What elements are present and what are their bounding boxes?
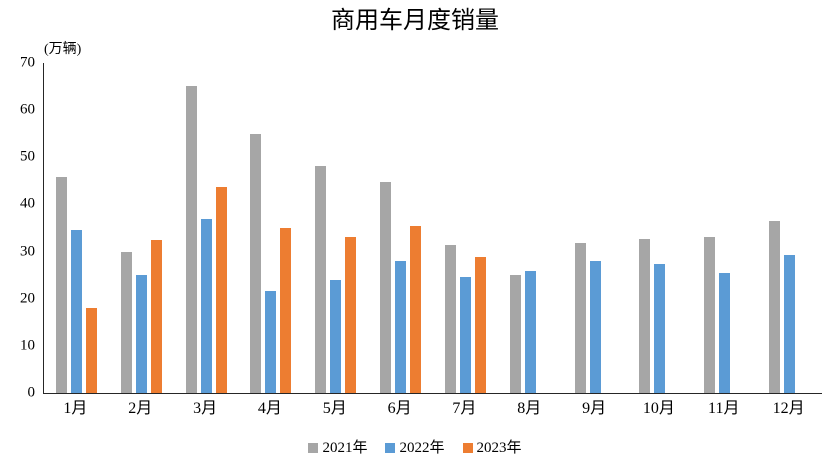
- y-axis-tick-label: 40: [20, 195, 35, 212]
- bar-2022年-10月: [654, 264, 666, 393]
- legend-item-2023年: 2023年: [462, 439, 522, 457]
- y-axis-tick-label: 60: [20, 101, 35, 118]
- bar-2021年-5月: [315, 165, 327, 393]
- bar-2021年-1月: [55, 177, 67, 393]
- x-axis-tick-label: 6月: [387, 400, 412, 417]
- legend-swatch-icon: [385, 443, 396, 453]
- bar-2021年-6月: [380, 181, 392, 393]
- y-axis-tick-label: 10: [20, 337, 35, 354]
- bar-2023年-4月: [280, 228, 292, 393]
- legend-swatch-icon: [462, 443, 473, 453]
- bar-2021年-10月: [639, 239, 651, 393]
- bar-2021年-4月: [250, 134, 262, 393]
- x-axis-tick-label: 9月: [582, 400, 607, 417]
- legend-label: 2022年: [399, 440, 445, 456]
- legend-label: 2021年: [322, 440, 368, 456]
- bar-2022年-3月: [200, 218, 212, 393]
- legend-item-2021年: 2021年: [308, 439, 367, 457]
- x-axis-tick-label: 3月: [193, 400, 218, 417]
- x-axis-tick-label: 12月: [772, 400, 805, 417]
- x-axis-tick-label: 8月: [517, 400, 542, 417]
- bar-2022年-8月: [524, 270, 536, 393]
- y-axis-tick-label: 50: [20, 148, 35, 165]
- bar-2021年-11月: [704, 237, 716, 393]
- bar-2022年-9月: [589, 261, 601, 393]
- x-axis-tick-label: 10月: [642, 400, 675, 417]
- x-axis-tick-label: 11月: [708, 400, 740, 417]
- x-axis-tick-label: 7月: [452, 400, 477, 417]
- bar-2021年-8月: [509, 275, 521, 393]
- x-axis-tick-label: 4月: [257, 400, 282, 417]
- bar-2023年-1月: [85, 308, 97, 393]
- bar-2023年-3月: [215, 187, 227, 393]
- legend-label: 2023年: [476, 440, 522, 456]
- bar-2022年-6月: [395, 260, 407, 393]
- legend-swatch-icon: [308, 443, 319, 453]
- bar-2021年-9月: [574, 243, 586, 393]
- x-axis-tick-label: 5月: [322, 400, 347, 417]
- bar-2021年-7月: [444, 245, 456, 393]
- plot-area: [43, 63, 822, 394]
- bar-2022年-1月: [70, 230, 82, 393]
- bar-2022年-12月: [784, 255, 796, 393]
- bar-2022年-11月: [719, 273, 731, 393]
- bar-2022年-7月: [459, 276, 471, 393]
- bar-2022年-4月: [265, 290, 277, 393]
- legend-item-2022年: 2022年: [385, 439, 445, 457]
- y-axis-unit-label: (万辆): [44, 42, 82, 57]
- x-axis-tick-label: 2月: [128, 400, 153, 417]
- bar-2023年-6月: [410, 225, 422, 393]
- x-axis-tick-label: 1月: [63, 400, 88, 417]
- legend: 2021年 2022年 2023年: [0, 439, 830, 457]
- bar-2022年-5月: [330, 279, 342, 393]
- y-axis-tick-label: 70: [20, 54, 35, 71]
- bar-2021年-2月: [120, 252, 132, 393]
- bar-2021年-3月: [185, 85, 197, 393]
- bar-2023年-5月: [345, 236, 357, 393]
- chart-title: 商用车月度销量: [331, 8, 499, 34]
- bar-2021年-12月: [769, 221, 781, 393]
- bar-2022年-2月: [135, 275, 147, 393]
- y-axis-tick-label: 30: [20, 243, 35, 260]
- y-axis-tick-label: 0: [27, 384, 36, 401]
- bar-2023年-7月: [474, 256, 486, 393]
- y-axis-tick-label: 20: [20, 290, 35, 307]
- bar-2023年-2月: [150, 239, 162, 393]
